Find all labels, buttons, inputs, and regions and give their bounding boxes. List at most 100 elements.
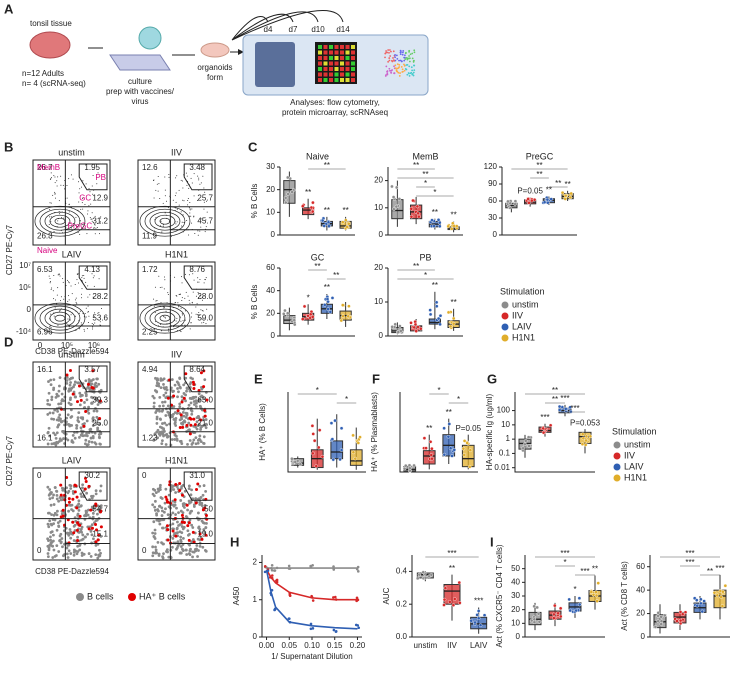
spot (334, 45, 339, 49)
cell-dot (184, 548, 188, 552)
event (92, 227, 94, 229)
event (58, 210, 60, 212)
pb-gate (183, 265, 213, 290)
ha-dot (185, 503, 189, 507)
cell-dot (190, 442, 194, 446)
event (53, 230, 55, 232)
cell-dot (48, 497, 52, 501)
flow-y-tick: -10⁴ (16, 327, 32, 336)
point (331, 457, 336, 462)
event (181, 282, 183, 284)
event (77, 232, 79, 234)
event (174, 276, 176, 278)
event (168, 328, 170, 330)
cell-dot (199, 501, 203, 505)
event (83, 316, 85, 318)
point (329, 421, 334, 425)
cell-dot (205, 522, 208, 525)
cell-dot (157, 432, 161, 436)
cell-dot (91, 424, 95, 427)
cell-dot (198, 527, 202, 531)
event (159, 305, 161, 307)
spot (334, 61, 339, 66)
y-axis-label: A450 (232, 586, 241, 605)
bracket-label: *** (685, 558, 694, 567)
event (96, 183, 98, 185)
event (74, 284, 76, 286)
cell-dot (57, 550, 61, 553)
legend-label: B cells (87, 591, 114, 601)
ha-dot (187, 521, 191, 525)
event (92, 277, 94, 279)
cell-dot (87, 552, 91, 555)
point (451, 603, 456, 607)
cell-dot (176, 520, 179, 524)
cell-dot (55, 392, 59, 396)
cell-dot (203, 423, 207, 427)
event (177, 306, 179, 308)
cell-dot (191, 497, 195, 501)
panel-label: E (254, 371, 263, 386)
ha-dot (180, 520, 184, 524)
cell-dot (80, 495, 84, 499)
gate-value: 54.7 (92, 505, 108, 514)
box (391, 199, 404, 220)
chart-title: Naive (306, 151, 329, 161)
spot (318, 50, 322, 55)
event (205, 277, 207, 279)
point (394, 185, 399, 190)
dot (412, 74, 415, 77)
cell-dot (161, 439, 164, 442)
cell-dot (69, 536, 73, 540)
cell-dot (181, 527, 185, 531)
cell-dot (158, 485, 162, 489)
point (569, 191, 573, 196)
y-tick-label: 0.0 (396, 632, 408, 641)
cell-dot (178, 405, 182, 409)
bracket-label: ** (707, 567, 713, 576)
cell-dot (50, 513, 53, 517)
cell-dot (58, 413, 62, 417)
event (50, 221, 52, 223)
cell-dot (194, 497, 198, 500)
cell-dot (46, 555, 50, 559)
cell-dot (153, 499, 157, 503)
cell-dot (156, 508, 160, 511)
pb-gate (183, 471, 213, 501)
event (186, 184, 188, 186)
point (412, 463, 416, 468)
y-tick-label: 30 (511, 591, 520, 600)
point (563, 197, 568, 201)
event (187, 204, 189, 206)
event (98, 311, 100, 313)
cell-dot (96, 512, 99, 516)
ha-dot (194, 501, 198, 505)
event (164, 195, 166, 197)
ha-dot (71, 520, 75, 524)
dot (398, 64, 401, 66)
cell-dot (62, 431, 66, 435)
cell-dot (53, 554, 57, 558)
pb-gate (183, 365, 213, 393)
cell-dot (159, 418, 162, 421)
cell-dot (158, 395, 162, 399)
cell-dot (89, 529, 93, 533)
cell-dot (167, 413, 171, 417)
quadrant (33, 468, 110, 560)
spot (329, 50, 333, 55)
cell-dot (182, 383, 186, 387)
point (407, 466, 412, 471)
gate-name: Naive (37, 246, 58, 255)
cell-dot (91, 419, 95, 423)
contour (39, 305, 81, 331)
ha-dot (78, 523, 82, 527)
legend-swatch (613, 452, 621, 460)
point (567, 597, 571, 602)
dot (395, 70, 398, 72)
event (184, 297, 186, 299)
event (200, 182, 202, 184)
replicate (334, 598, 338, 601)
cell-dot (90, 523, 94, 527)
legend-swatch (501, 301, 509, 309)
